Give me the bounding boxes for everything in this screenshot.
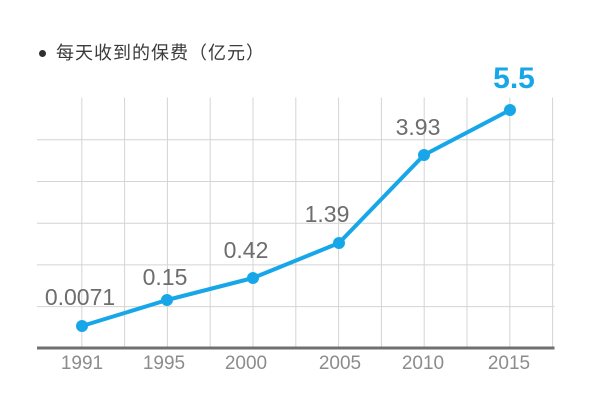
value-label: 0.0071 [44, 284, 116, 310]
data-point [247, 272, 259, 284]
value-label: 0.15 [142, 264, 188, 290]
x-tick-label: 2000 [224, 353, 268, 374]
x-tick-label: 2005 [318, 353, 362, 374]
value-label: 1.39 [304, 201, 350, 227]
value-label: 0.42 [223, 237, 269, 263]
x-tick-label: 1995 [142, 353, 186, 374]
bullet-icon [39, 49, 46, 57]
value-label: 3.93 [395, 114, 441, 140]
x-tick-label: 2015 [487, 353, 531, 374]
value-label-highlight: 5.5 [493, 62, 535, 95]
data-point [333, 237, 345, 249]
chart-title-text: 每天收到的保费（亿元） [56, 43, 265, 63]
data-point [161, 294, 173, 306]
data-point [418, 149, 430, 161]
x-tick-label: 2010 [401, 353, 445, 374]
chart-title: 每天收到的保费（亿元） [39, 43, 265, 63]
series-line [80, 108, 512, 328]
x-tick-label: 1991 [60, 353, 104, 374]
data-point [76, 320, 88, 332]
data-point [504, 104, 516, 116]
